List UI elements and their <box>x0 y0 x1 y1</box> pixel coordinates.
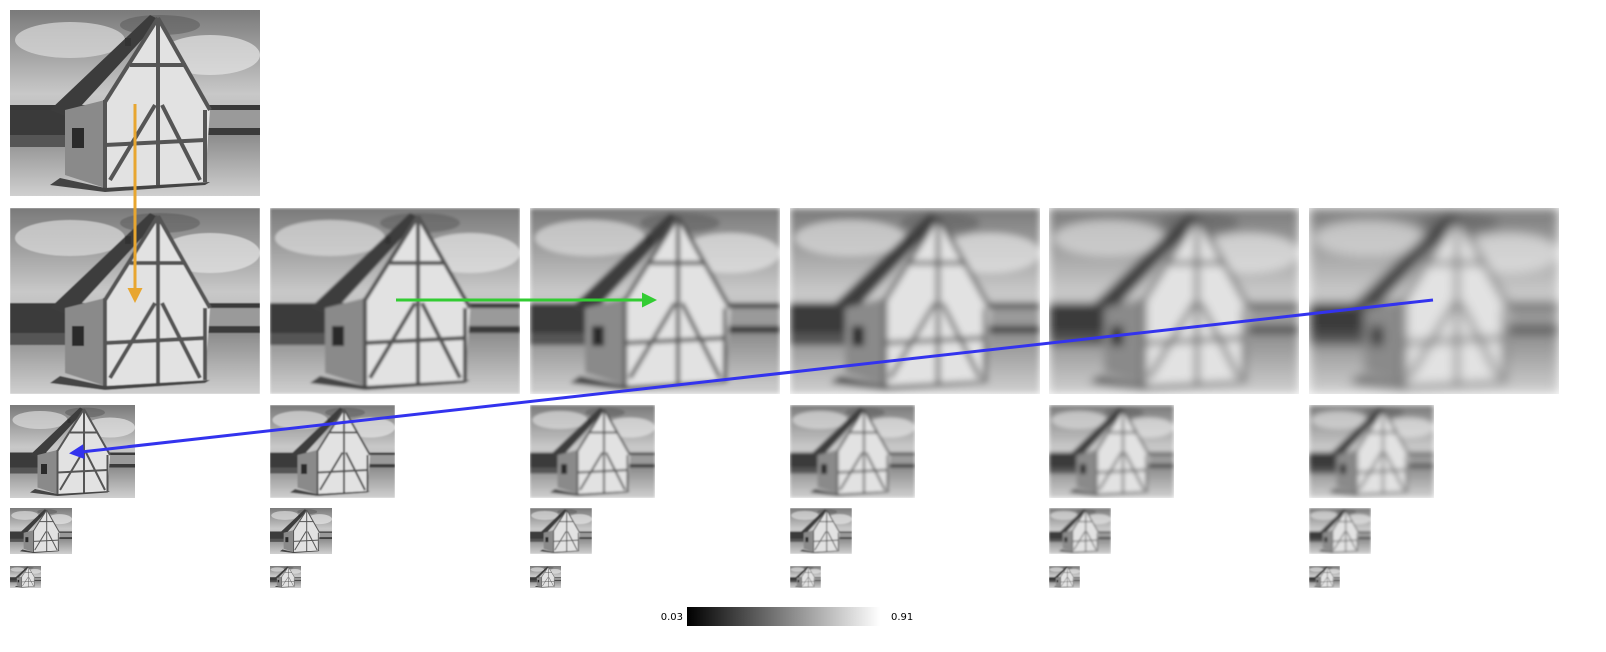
colorbar: 0.03 0.91 <box>661 607 913 626</box>
blue-arrow <box>69 298 1434 460</box>
pyramid-tile-octave-1-level-4 <box>1049 208 1299 394</box>
pyramid-tile-octave-2-level-5 <box>1309 405 1434 498</box>
pyramid-tile-octave-4-level-4 <box>1049 566 1080 588</box>
pyramid-tile-octave-4-level-2 <box>530 566 561 588</box>
pyramid-tile-octave-4-level-0 <box>10 566 41 588</box>
pyramid-tile-octave-2-level-4 <box>1049 405 1174 498</box>
pyramid-tile-octave-4-level-3 <box>790 566 821 588</box>
pyramid-tile-octave-3-level-0 <box>10 508 72 554</box>
pyramid-tile-octave-3-level-5 <box>1309 508 1371 554</box>
pyramid-tile-octave-2-level-2 <box>530 405 655 498</box>
pyramid-tile-octave-2-level-3 <box>790 405 915 498</box>
colorbar-gradient <box>687 607 880 626</box>
pyramid-tile-octave-3-level-3 <box>790 508 852 554</box>
pyramid-tiles <box>10 10 1559 588</box>
pyramid-tile-octave-3-level-2 <box>530 508 592 554</box>
pyramid-tile-octave-4-level-1 <box>270 566 301 588</box>
pyramid-tile-octave-1-level-5 <box>1309 208 1559 394</box>
pyramid-tile-octave-3-level-4 <box>1049 508 1111 554</box>
pyramid-tile-octave-1-level-3 <box>790 208 1040 394</box>
colorbar-min-label: 0.03 <box>661 612 683 623</box>
pyramid-tile-octave-4-level-5 <box>1309 566 1340 588</box>
pyramid-tile-octave-3-level-1 <box>270 508 332 554</box>
colorbar-max-label: 0.91 <box>891 612 913 623</box>
